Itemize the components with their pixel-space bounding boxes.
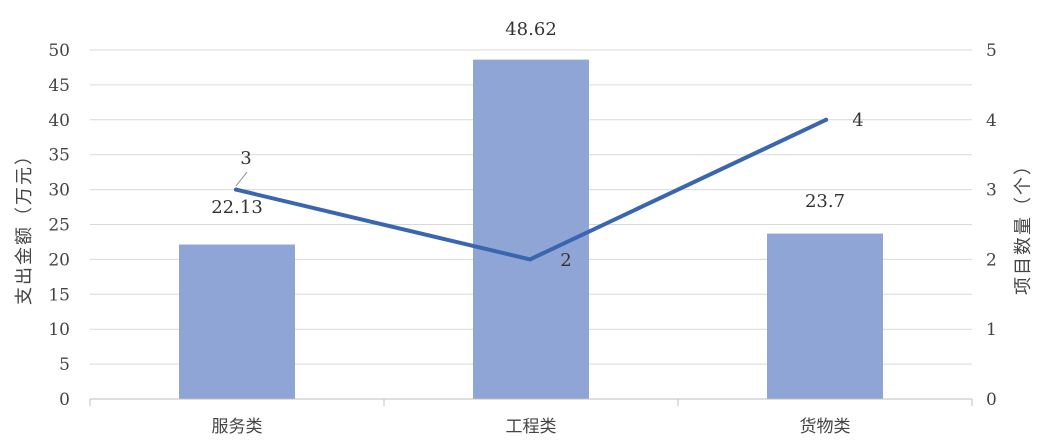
y-tick-label: 10 [48,320,70,340]
bar [473,59,589,400]
y-tick-label: 20 [48,250,70,270]
bar-series [179,59,883,400]
line-data-label: 2 [560,250,571,271]
y2-tick-label: 2 [986,250,997,270]
x-tick-label: 服务类 [212,417,263,437]
y-tick-label: 15 [48,285,70,305]
y-tick-label: 50 [48,41,70,61]
y-tick-label: 0 [59,390,70,410]
y-axis-title: 支出金额（万元） [14,145,35,305]
y-tick-label: 40 [48,111,70,131]
bar-data-label: 22.13 [211,197,263,218]
y-tick-label: 25 [48,216,70,236]
y-tick-label: 35 [48,146,70,166]
bar-data-label: 48.62 [505,19,557,40]
y2-tick-label: 5 [986,41,997,61]
x-tick-label: 工程类 [506,417,557,437]
line-data-label: 4 [852,110,863,131]
label-leader-line [235,171,248,187]
y2-tick-label: 4 [986,111,997,131]
y2-tick-label: 3 [986,181,997,201]
bar-data-label: 23.7 [805,191,845,212]
y2-axis-title: 项目数量（个） [1013,155,1034,295]
y-tick-label: 45 [48,76,70,96]
y-tick-label: 5 [59,355,70,375]
bar [179,244,295,399]
line-point [824,117,828,122]
bar [767,233,883,399]
line-data-label: 3 [240,148,251,169]
x-tick-label: 货物类 [800,417,851,437]
line-point [234,187,238,192]
x-axis [89,398,973,406]
y2-tick-label: 1 [986,320,997,340]
line-series [234,117,828,262]
y-tick-label: 30 [48,181,70,201]
line-point [528,257,532,262]
y2-tick-label: 0 [986,390,997,410]
